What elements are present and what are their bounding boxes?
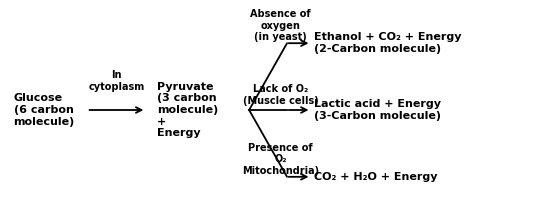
Text: Ethanol + CO₂ + Energy
(2-Carbon molecule): Ethanol + CO₂ + Energy (2-Carbon molecul…	[314, 32, 462, 54]
Text: CO₂ + H₂O + Energy: CO₂ + H₂O + Energy	[314, 172, 438, 182]
Text: Presence of
O₂
Mitochondria): Presence of O₂ Mitochondria)	[242, 143, 319, 176]
Text: Lactic acid + Energy
(3-Carbon molecule): Lactic acid + Energy (3-Carbon molecule)	[314, 99, 441, 121]
Text: Pyruvate
(3 carbon
molecule)
+
Energy: Pyruvate (3 carbon molecule) + Energy	[157, 82, 218, 138]
Text: Glucose
(6 carbon
molecule): Glucose (6 carbon molecule)	[14, 93, 75, 127]
Text: Lack of O₂
(Muscle cells): Lack of O₂ (Muscle cells)	[243, 84, 318, 106]
Text: In
cytoplasm: In cytoplasm	[89, 70, 144, 92]
Text: Absence of
oxygen
(in yeast): Absence of oxygen (in yeast)	[250, 9, 311, 42]
